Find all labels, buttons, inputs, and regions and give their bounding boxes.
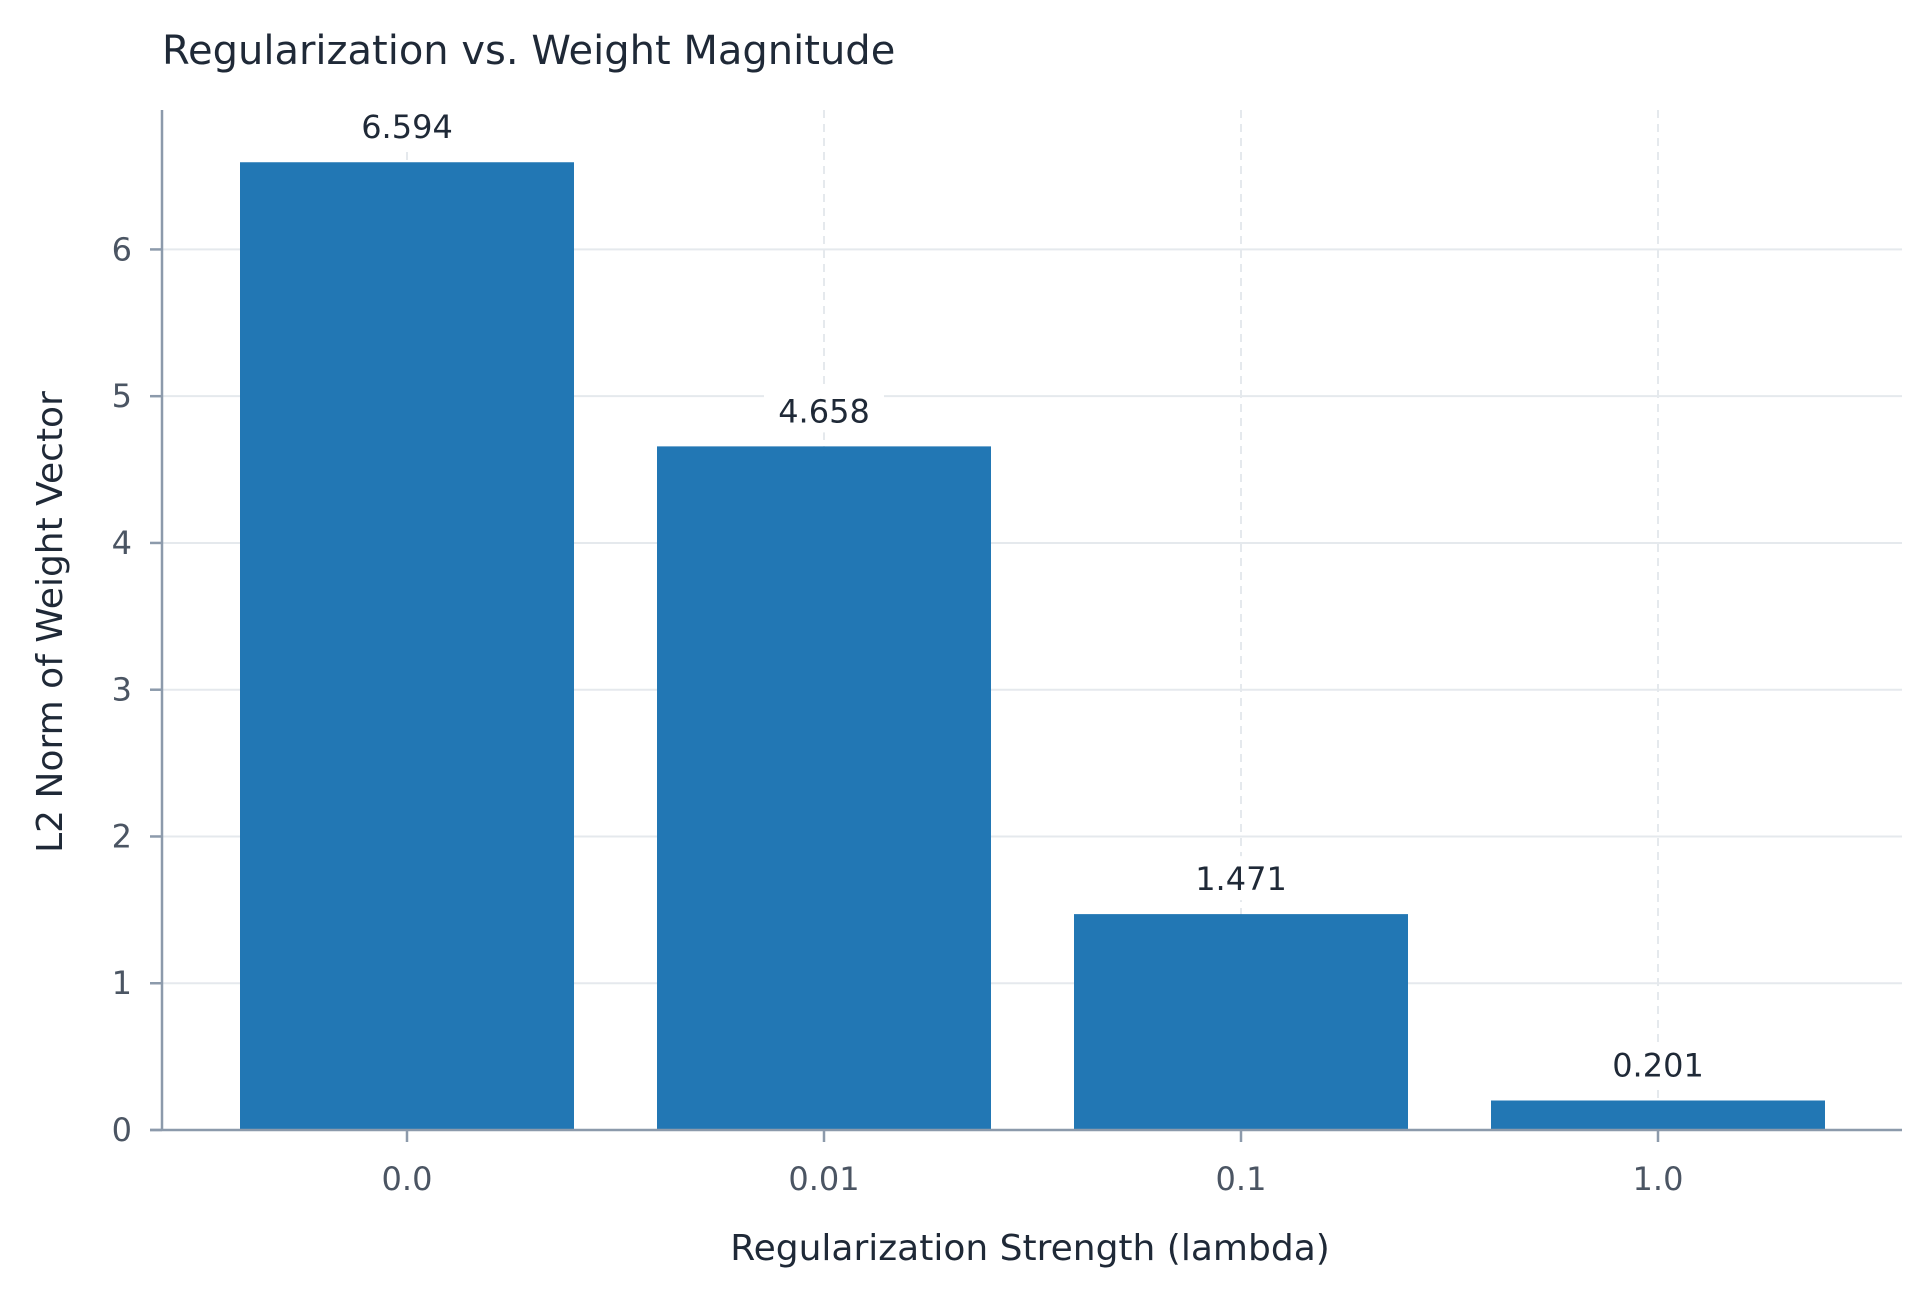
data-labels: 6.594 4.658 1.471 0.201	[347, 104, 1718, 1087]
y-tick-label: 6	[112, 230, 132, 268]
data-label: 6.594	[361, 108, 453, 146]
data-label: 1.471	[1195, 860, 1287, 898]
bars	[240, 162, 1825, 1130]
data-label-bg	[1181, 856, 1301, 901]
x-tick-label: 1.0	[1633, 1160, 1684, 1198]
data-label-bg	[347, 104, 467, 149]
y-tick-label: 1	[112, 964, 132, 1002]
data-label: 4.658	[778, 392, 870, 430]
axes	[150, 110, 1902, 1142]
tick-labels: 0 1 2 3 4 5 6 0.0 0.01 0.1 1.0	[112, 230, 1684, 1198]
x-tick-label: 0.0	[382, 1160, 433, 1198]
bar	[240, 162, 574, 1130]
bar	[1074, 914, 1408, 1130]
y-tick-label: 4	[112, 524, 132, 562]
x-tick-label: 0.01	[788, 1160, 859, 1198]
data-label: 0.201	[1612, 1047, 1704, 1085]
x-tick-label: 0.1	[1216, 1160, 1267, 1198]
y-tick-label: 2	[112, 817, 132, 855]
y-tick-label: 0	[112, 1111, 132, 1149]
y-tick-label: 5	[112, 377, 132, 415]
bar	[657, 446, 991, 1130]
data-label-bg	[764, 388, 884, 433]
x-axis-label: Regularization Strength (lambda)	[730, 1228, 1330, 1269]
data-label-bg	[1598, 1042, 1718, 1087]
bar	[1491, 1100, 1825, 1130]
y-tick-label: 3	[112, 671, 132, 709]
y-axis-label: L2 Norm of Weight Vector	[30, 391, 71, 853]
chart-title: Regularization vs. Weight Magnitude	[162, 28, 895, 74]
